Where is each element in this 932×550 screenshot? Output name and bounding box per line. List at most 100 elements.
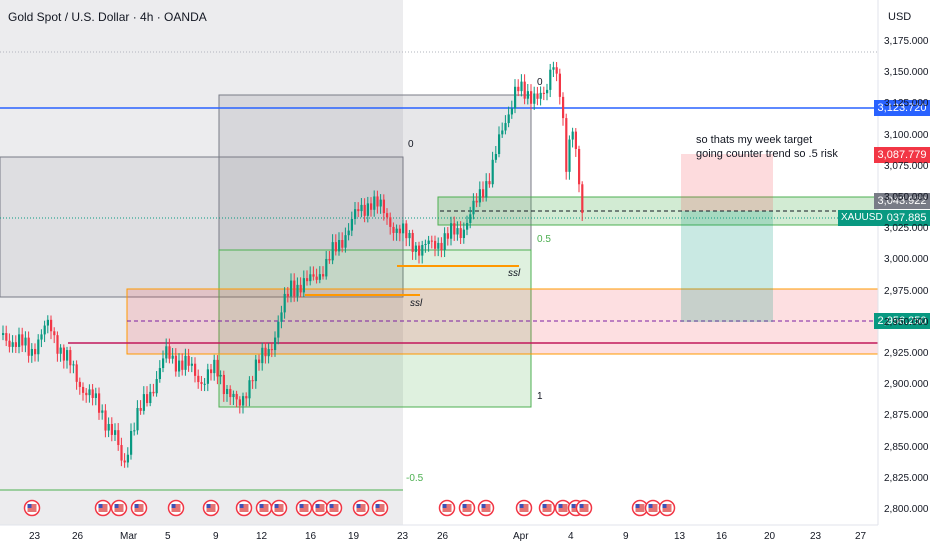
us-flag-event-icon[interactable] — [658, 499, 676, 517]
candle-body — [453, 223, 456, 235]
x-axis-tick: 23 — [810, 531, 822, 542]
candle-body — [101, 410, 104, 413]
us-flag-event-icon[interactable] — [270, 499, 288, 517]
us-flag-event-icon[interactable] — [167, 499, 185, 517]
candle-body — [421, 244, 424, 256]
us-flag-event-icon[interactable] — [295, 499, 313, 517]
candle-body — [581, 184, 584, 213]
candle-body — [366, 203, 369, 216]
x-axis-tick: 23 — [29, 531, 41, 542]
us-flag-event-icon[interactable] — [23, 499, 41, 517]
us-flag-event-icon[interactable] — [94, 499, 112, 517]
candle-body — [72, 364, 75, 366]
price-tag-last[interactable]: 3,037.885 — [874, 210, 930, 226]
candle-body — [434, 240, 437, 249]
us-flag-event-icon[interactable] — [325, 499, 343, 517]
x-axis-tick: 23 — [397, 531, 409, 542]
candle-body — [379, 199, 382, 207]
us-flag-event-icon[interactable] — [110, 499, 128, 517]
candle-body — [152, 391, 155, 394]
candle-body — [542, 92, 545, 94]
candle-body — [213, 359, 216, 374]
candle-body — [123, 460, 126, 463]
x-axis-tick: 9 — [213, 531, 219, 542]
candle-body — [558, 73, 561, 97]
us-flag-event-icon[interactable] — [255, 499, 273, 517]
candle-body — [27, 337, 30, 356]
us-flag-event-icon[interactable] — [438, 499, 456, 517]
candle-body — [75, 364, 78, 382]
price-tag-blue[interactable]: 3,123.720 — [874, 100, 930, 116]
candle-body — [40, 334, 43, 340]
x-axis-tick: Mar — [120, 531, 138, 542]
us-flag-event-icon[interactable] — [538, 499, 556, 517]
chart-title: Gold Spot / U.S. Dollar · 4h · OANDA — [8, 10, 207, 24]
candle-body — [440, 242, 443, 250]
us-flag-event-icon[interactable] — [477, 499, 495, 517]
y-axis-tick: 3,100.000 — [884, 129, 929, 141]
y-axis-tick: 3,175.000 — [884, 36, 929, 47]
candle-body — [190, 363, 193, 366]
candle-body — [69, 350, 72, 366]
candle-body — [322, 274, 325, 277]
ssl-label-upper: ssl — [508, 268, 521, 279]
price-tag-teal[interactable]: 2,956.250 — [874, 313, 930, 329]
candle-body — [488, 181, 491, 185]
candle-body — [142, 394, 145, 411]
candle-body — [450, 223, 453, 239]
y-axis-tick: 2,875.000 — [884, 410, 929, 422]
symbol-tag[interactable]: XAUUSD — [838, 210, 886, 226]
y-axis-tick: 3,075.000 — [884, 160, 929, 172]
candle-body — [91, 389, 94, 398]
candle-body — [398, 228, 401, 234]
candle-body — [485, 181, 488, 198]
candle-body — [491, 159, 494, 185]
price-tag-red[interactable]: 3,087.779 — [874, 147, 930, 163]
candle-body — [34, 348, 37, 355]
candle-body — [302, 278, 305, 293]
us-flag-event-icon[interactable] — [371, 499, 389, 517]
candle-body — [66, 350, 69, 361]
candle-body — [235, 393, 238, 400]
candle-body — [565, 118, 568, 172]
candle-body — [430, 240, 433, 242]
candle-body — [18, 334, 21, 347]
candle-body — [155, 379, 158, 394]
currency-label[interactable]: USD — [888, 11, 912, 23]
us-flag-event-icon[interactable] — [644, 499, 662, 517]
us-flag-event-icon[interactable] — [202, 499, 220, 517]
y-axis-tick: 2,825.000 — [884, 472, 929, 484]
candle-body — [286, 293, 289, 297]
us-flag-event-icon[interactable] — [311, 499, 329, 517]
candle-body — [133, 430, 136, 432]
x-axis-tick: Apr — [513, 531, 529, 542]
us-flag-event-icon[interactable] — [130, 499, 148, 517]
candle-body — [184, 355, 187, 370]
candle-body — [117, 430, 120, 446]
us-flag-event-icon[interactable] — [575, 499, 593, 517]
candle-body — [162, 358, 165, 369]
candle-body — [501, 130, 504, 135]
y-axis-tick: 2,900.000 — [884, 379, 929, 391]
candle-body — [517, 86, 520, 92]
y-axis-tick: 3,050.000 — [884, 192, 929, 203]
us-flag-event-icon[interactable] — [515, 499, 533, 517]
candle-body — [251, 380, 254, 382]
candle-body — [357, 209, 360, 212]
candle-body — [56, 335, 59, 354]
us-flag-event-icon[interactable] — [235, 499, 253, 517]
candle-body — [578, 148, 581, 185]
candle-body — [280, 312, 283, 322]
candle-body — [296, 284, 299, 297]
candle-body — [8, 340, 11, 347]
candle-body — [520, 81, 523, 92]
us-flag-event-icon[interactable] — [352, 499, 370, 517]
candle-body — [178, 360, 181, 372]
us-flag-event-icon[interactable] — [554, 499, 572, 517]
candle-body — [120, 445, 123, 461]
price-tag-grey[interactable]: 3,043.922 — [874, 193, 930, 209]
text-note[interactable]: so thats my week target going counter tr… — [696, 133, 838, 161]
candle-body — [331, 242, 334, 261]
us-flag-event-icon[interactable] — [458, 499, 476, 517]
